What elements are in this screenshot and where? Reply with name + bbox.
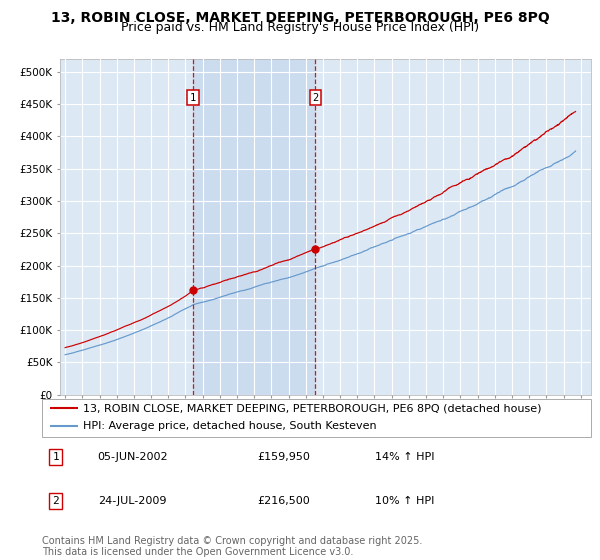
Text: 05-JUN-2002: 05-JUN-2002: [97, 452, 168, 462]
Text: 1: 1: [190, 92, 196, 102]
Text: HPI: Average price, detached house, South Kesteven: HPI: Average price, detached house, Sout…: [83, 421, 377, 431]
Text: £159,950: £159,950: [257, 452, 310, 462]
Bar: [193, 59, 316, 395]
Text: 13, ROBIN CLOSE, MARKET DEEPING, PETERBOROUGH, PE6 8PQ: 13, ROBIN CLOSE, MARKET DEEPING, PETERBO…: [50, 11, 550, 25]
Text: 14% ↑ HPI: 14% ↑ HPI: [374, 452, 434, 462]
Text: Contains HM Land Registry data © Crown copyright and database right 2025.
This d: Contains HM Land Registry data © Crown c…: [42, 535, 422, 557]
Text: 1: 1: [52, 452, 59, 462]
Text: 13, ROBIN CLOSE, MARKET DEEPING, PETERBOROUGH, PE6 8PQ (detached house): 13, ROBIN CLOSE, MARKET DEEPING, PETERBO…: [83, 403, 542, 413]
Text: 2: 2: [52, 496, 59, 506]
Text: 24-JUL-2009: 24-JUL-2009: [98, 496, 167, 506]
Text: £216,500: £216,500: [257, 496, 310, 506]
Text: 2: 2: [312, 92, 319, 102]
Text: 10% ↑ HPI: 10% ↑ HPI: [374, 496, 434, 506]
Text: Price paid vs. HM Land Registry's House Price Index (HPI): Price paid vs. HM Land Registry's House …: [121, 21, 479, 34]
